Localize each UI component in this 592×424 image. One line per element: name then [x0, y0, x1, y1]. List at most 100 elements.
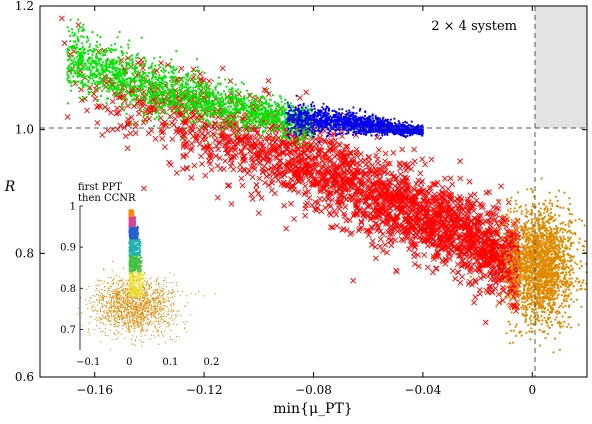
- green-point: [154, 93, 157, 96]
- green-point: [200, 93, 203, 96]
- green-point: [70, 28, 74, 31]
- green-point: [219, 82, 222, 85]
- green-point: [100, 77, 103, 80]
- red-cross-point: [495, 199, 502, 205]
- shaded-region: [535, 6, 587, 128]
- green-point: [163, 104, 166, 107]
- red-cross-point: [445, 186, 452, 193]
- red-cross-point: [322, 204, 329, 211]
- red-cross-point: [268, 187, 275, 194]
- green-point: [82, 36, 85, 39]
- green-point: [230, 91, 233, 94]
- green-point: [91, 30, 94, 34]
- green-point: [268, 118, 271, 121]
- green-point: [193, 121, 196, 124]
- red-cross-point: [308, 172, 315, 179]
- red-cross-point: [356, 225, 363, 232]
- red-cross-point: [323, 188, 330, 194]
- green-point: [90, 49, 93, 52]
- red-cross-point: [422, 161, 428, 168]
- red-cross-point: [466, 253, 473, 260]
- green-point: [176, 103, 179, 106]
- green-point: [123, 79, 126, 82]
- green-point: [128, 39, 131, 42]
- red-cross-point: [327, 190, 334, 197]
- green-point: [158, 115, 161, 118]
- green-point: [260, 119, 263, 122]
- green-point: [87, 93, 90, 96]
- green-point: [124, 67, 127, 70]
- green-point: [160, 69, 163, 72]
- green-point: [72, 34, 75, 37]
- green-point: [150, 65, 153, 68]
- green-point: [85, 78, 88, 81]
- green-point: [77, 28, 80, 31]
- red-cross-point: [321, 137, 328, 144]
- green-point: [231, 108, 235, 111]
- green-point: [243, 124, 246, 127]
- red-cross-point: [372, 255, 379, 262]
- green-point: [96, 88, 99, 91]
- green-point: [82, 49, 85, 52]
- red-cross-point: [94, 119, 101, 126]
- green-point: [72, 40, 75, 43]
- red-cross-point: [72, 80, 79, 87]
- green-point: [199, 106, 202, 109]
- green-point: [108, 77, 111, 80]
- green-point: [120, 91, 123, 94]
- green-point: [209, 122, 212, 125]
- red-cross-point: [430, 236, 436, 243]
- green-point: [128, 87, 132, 90]
- green-point: [284, 132, 287, 135]
- green-point: [66, 26, 69, 29]
- green-point: [206, 100, 209, 103]
- green-point: [204, 95, 207, 98]
- green-point: [147, 71, 151, 74]
- red-cross-point: [487, 269, 494, 276]
- green-point: [202, 82, 205, 85]
- green-point: [80, 51, 83, 55]
- green-point: [134, 89, 137, 92]
- green-point: [188, 77, 191, 81]
- green-point: [250, 115, 253, 118]
- green-point: [113, 93, 116, 96]
- green-point: [96, 34, 99, 37]
- green-point: [234, 106, 237, 109]
- red-cross-point: [208, 166, 215, 173]
- red-cross-point: [336, 205, 343, 212]
- red-cross-point: [226, 133, 233, 140]
- green-point: [170, 70, 173, 73]
- red-cross-point: [453, 202, 459, 209]
- green-point: [210, 107, 213, 110]
- green-point: [87, 39, 90, 42]
- green-point: [231, 112, 234, 115]
- green-point: [114, 60, 117, 63]
- green-point: [182, 95, 185, 98]
- green-point: [167, 71, 170, 74]
- red-cross-point: [178, 65, 185, 72]
- blue-point: [331, 109, 334, 112]
- green-point: [99, 43, 102, 46]
- green-point: [245, 89, 249, 92]
- red-cross-point: [428, 156, 435, 163]
- green-point: [215, 85, 218, 88]
- green-point: [192, 72, 195, 75]
- green-point: [86, 66, 89, 69]
- green-point: [81, 76, 84, 79]
- green-point: [144, 62, 147, 65]
- green-point: [96, 100, 99, 103]
- green-point: [141, 91, 144, 94]
- green-point: [152, 75, 155, 78]
- green-point: [110, 44, 113, 47]
- green-point: [257, 104, 260, 107]
- green-point: [80, 35, 83, 38]
- green-point: [136, 103, 139, 106]
- green-point: [224, 93, 227, 96]
- green-point: [98, 59, 101, 63]
- green-point: [183, 137, 186, 140]
- green-point: [240, 97, 243, 100]
- red-cross-point: [114, 105, 120, 112]
- red-cross-point: [277, 163, 284, 170]
- green-point: [118, 74, 121, 77]
- red-cross-point: [64, 114, 71, 120]
